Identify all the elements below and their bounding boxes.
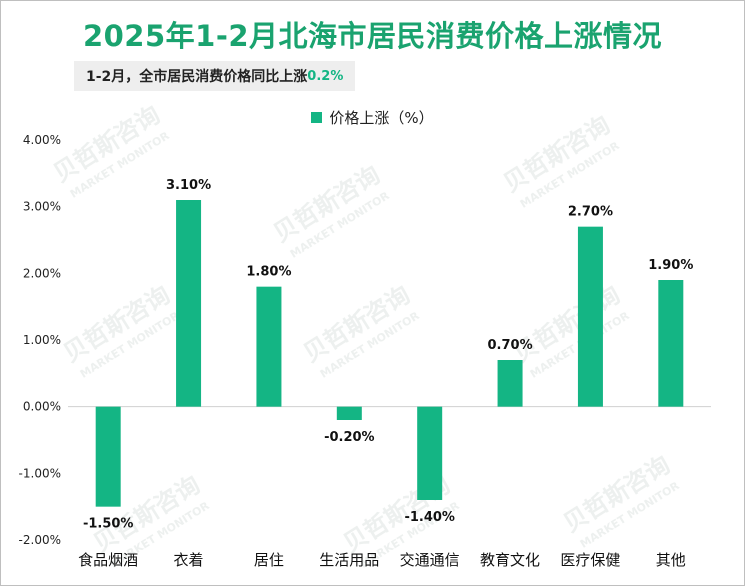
bar (95, 406, 121, 507)
y-tick-label: 3.00% (23, 200, 61, 214)
chart-title: 2025年1-2月北海市居民消费价格上涨情况 (82, 19, 663, 53)
legend-swatch (311, 112, 323, 123)
x-tick-label: 居住 (254, 551, 284, 569)
x-tick-label: 食品烟酒 (78, 551, 138, 569)
y-tick-label: -2.00% (19, 533, 61, 547)
axis-layer: 4.00% 3.00% 2.00% 1.00% 0.00% -1.00% -2.00% (19, 133, 711, 547)
data-label: -0.20% (324, 430, 375, 445)
bar (336, 406, 362, 420)
data-label: 1.90% (648, 258, 693, 273)
bar-layer (95, 200, 684, 507)
data-label: -1.40% (404, 510, 455, 525)
bar (497, 360, 523, 407)
data-label: -1.50% (83, 517, 134, 532)
x-tick-label: 生活用品 (319, 551, 379, 569)
bar (658, 280, 684, 407)
y-tick-label: -1.00% (19, 466, 61, 480)
bar (256, 286, 282, 407)
bar (176, 200, 202, 407)
bar (577, 226, 603, 407)
subtitle-box: 1-2月，全市居民消费价格同比上涨 0.2% (74, 61, 356, 91)
x-tick-label: 教育文化 (480, 551, 540, 569)
y-tick-label: 1.00% (23, 333, 61, 347)
subtitle-text: 1-2月，全市居民消费价格同比上涨 (86, 69, 308, 85)
bar (417, 406, 443, 500)
data-label: 3.10% (166, 178, 211, 193)
x-tick-label: 衣着 (174, 551, 204, 569)
x-tick-label: 其他 (656, 551, 686, 569)
y-tick-label: 4.00% (23, 133, 61, 147)
data-label: 2.70% (568, 205, 613, 220)
label-layer: -1.50% 食品烟酒 3.10% 衣着 1.80% 居住 -0.20% 生活用品 -1.40%… (78, 178, 693, 569)
y-tick-label: 2.00% (23, 266, 61, 280)
y-tick-label: 0.00% (23, 400, 61, 414)
x-tick-label: 交通通信 (400, 551, 460, 569)
x-tick-label: 医疗保健 (560, 551, 620, 569)
data-label: 0.70% (488, 338, 533, 353)
data-label: 1.80% (246, 265, 291, 280)
legend: 价格上涨（%） (1, 107, 744, 128)
legend-label: 价格上涨（%） (329, 109, 434, 127)
subtitle-value: 0.2% (307, 68, 344, 84)
